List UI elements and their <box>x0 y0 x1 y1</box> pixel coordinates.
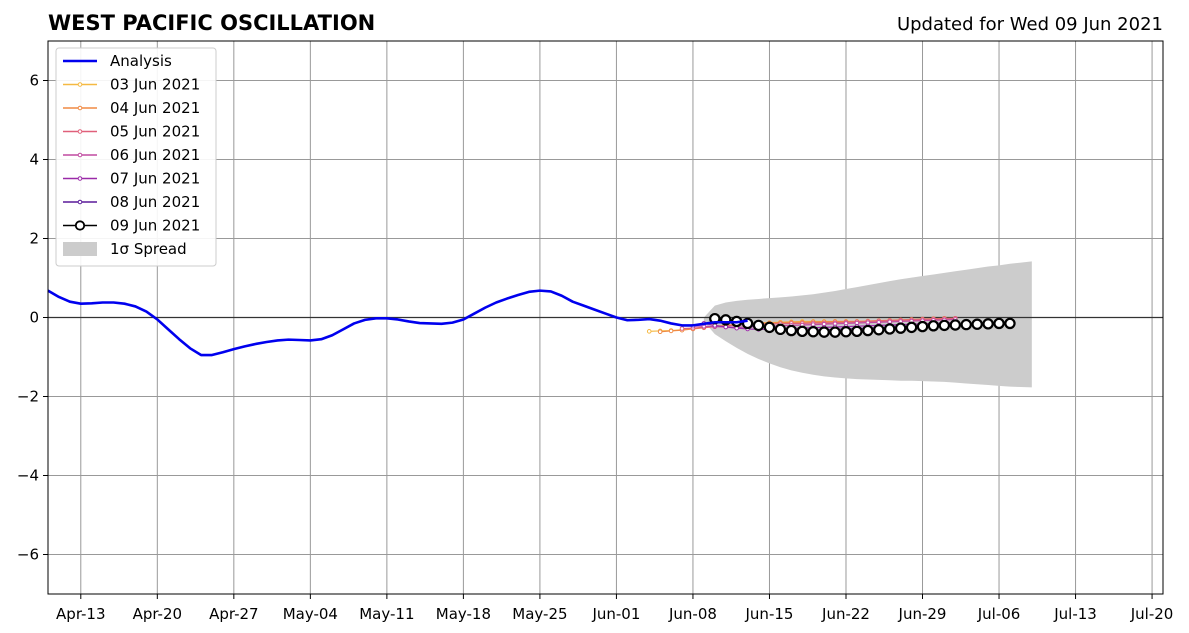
chart-subtitle: Updated for Wed 09 Jun 2021 <box>897 14 1163 35</box>
legend: Analysis 03 Jun 2021 04 Jun 2021 05 Jun 202… <box>55 47 217 267</box>
legend-item: 09 Jun 2021 <box>63 217 200 235</box>
x-tick-label: May-11 <box>359 605 414 623</box>
legend-marker <box>77 105 83 111</box>
legend-marker <box>77 152 83 158</box>
forecast-point <box>982 318 994 330</box>
legend-marker <box>77 82 83 87</box>
x-tick-label: Jul-06 <box>977 605 1021 623</box>
x-tick-label: Jun-29 <box>898 605 947 623</box>
x-tick-label: Apr-13 <box>56 605 106 623</box>
forecast-point <box>752 319 765 332</box>
forecast-point <box>829 326 841 338</box>
x-tick-label: Apr-27 <box>209 605 259 623</box>
legend-label: 09 Jun 2021 <box>110 217 200 235</box>
legend-label: 04 Jun 2021 <box>110 99 200 117</box>
forecast-point <box>818 326 830 338</box>
forecast-point <box>1004 317 1016 330</box>
forecast-point <box>971 318 983 330</box>
x-tick-label: May-04 <box>283 605 338 623</box>
legend-marker <box>77 129 83 134</box>
legend-item: 06 Jun 2021 <box>63 146 200 164</box>
forecast-point <box>894 322 907 334</box>
forecast-series <box>709 312 1016 338</box>
chart-title: WEST PACIFIC OSCILLATION <box>48 11 375 35</box>
forecast-point <box>807 326 819 338</box>
forecast-point <box>657 329 663 335</box>
x-tick-label: Jun-08 <box>668 605 717 623</box>
analysis-line <box>47 289 748 357</box>
legend-marker <box>77 199 83 205</box>
forecast-point <box>723 324 729 330</box>
x-tick-label: Jul-13 <box>1053 605 1097 623</box>
forecast-point <box>851 325 863 338</box>
legend-item: 08 Jun 2021 <box>63 193 200 211</box>
y-tick-label: 6 <box>29 72 39 90</box>
forecast-point <box>796 325 808 338</box>
x-tick-label: Jun-01 <box>591 605 640 623</box>
forecast-point <box>927 320 940 332</box>
forecast-point <box>862 324 874 337</box>
forecast-point <box>938 319 951 332</box>
legend-label: 06 Jun 2021 <box>110 146 200 164</box>
legend-label: 07 Jun 2021 <box>110 170 200 188</box>
legend-item: 1σ Spread <box>63 240 187 258</box>
legend-box <box>55 47 217 267</box>
x-tick-label: Jun-15 <box>745 605 794 623</box>
legend-item: 04 Jun 2021 <box>63 99 200 117</box>
analysis-layer <box>47 289 748 357</box>
forecast-point <box>785 324 798 337</box>
forecast-point <box>949 319 962 331</box>
x-tick-label: Apr-20 <box>133 605 183 623</box>
forecast-point <box>993 317 1005 330</box>
x-axis: Apr-13 Apr-20 Apr-27 May-04 May-11 May-18 May-… <box>56 594 1173 623</box>
forecast-point <box>840 326 852 338</box>
y-tick-label: −2 <box>17 388 39 406</box>
legend-label: 05 Jun 2021 <box>110 123 200 141</box>
legend-marker <box>74 220 86 231</box>
legend-item: 05 Jun 2021 <box>63 123 200 141</box>
y-tick-label: −4 <box>17 467 39 485</box>
plot-area <box>47 40 1164 595</box>
forecast-point <box>679 326 685 331</box>
legend-label: 08 Jun 2021 <box>110 193 200 211</box>
x-tick-label: May-25 <box>512 605 567 623</box>
x-tick-label: Jun-22 <box>821 605 870 623</box>
legend-item: 03 Jun 2021 <box>63 76 200 94</box>
y-axis: 6 4 2 0 −2 −4 −6 <box>17 72 48 564</box>
legend-label: 03 Jun 2021 <box>110 76 200 94</box>
forecast-point <box>763 321 776 334</box>
x-tick-label: Jul-20 <box>1130 605 1174 623</box>
forecast-point <box>646 329 652 334</box>
legend-swatch <box>63 242 97 256</box>
legend-item: 07 Jun 2021 <box>63 170 200 188</box>
forecast-point <box>668 328 674 334</box>
forecast-point <box>905 321 918 334</box>
legend-marker <box>77 176 83 181</box>
forecast-point <box>960 318 972 331</box>
legend-label: 1σ Spread <box>110 240 187 258</box>
legend-item: Analysis <box>63 52 172 70</box>
y-tick-label: 4 <box>29 151 39 169</box>
y-tick-label: 0 <box>29 309 39 327</box>
forecast-point <box>916 320 929 333</box>
y-tick-label: 2 <box>29 230 39 248</box>
forecast-point <box>774 323 787 336</box>
x-tick-label: May-18 <box>436 605 491 623</box>
forecast-point <box>873 324 885 336</box>
y-tick-label: −6 <box>17 546 39 564</box>
forecast-point <box>884 323 896 335</box>
legend-label: Analysis <box>110 52 172 70</box>
